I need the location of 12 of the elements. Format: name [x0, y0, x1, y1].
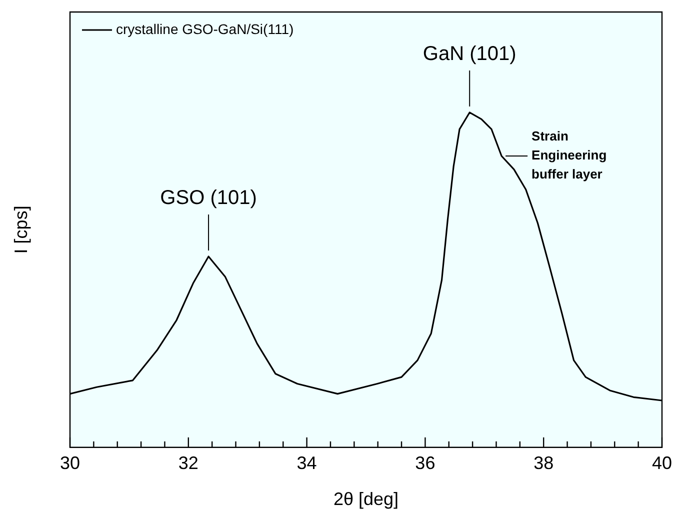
legend-label: crystalline GSO-GaN/Si(111) [116, 20, 294, 37]
x-tick-label: 36 [415, 453, 436, 474]
x-tick-label: 32 [178, 453, 198, 474]
annotation: GaN (101) [422, 42, 516, 65]
x-tick-label: 38 [534, 453, 554, 474]
x-tick-label: 40 [652, 453, 672, 474]
y-axis-title: I [cps] [10, 206, 31, 254]
annotation: GSO (101) [160, 187, 257, 210]
x-tick-label: 30 [60, 453, 80, 474]
x-axis-title: 2θ [deg] [333, 488, 399, 509]
x-tick-label: 34 [296, 453, 317, 474]
annotation: Strain Engineering buffer layer [532, 128, 607, 182]
